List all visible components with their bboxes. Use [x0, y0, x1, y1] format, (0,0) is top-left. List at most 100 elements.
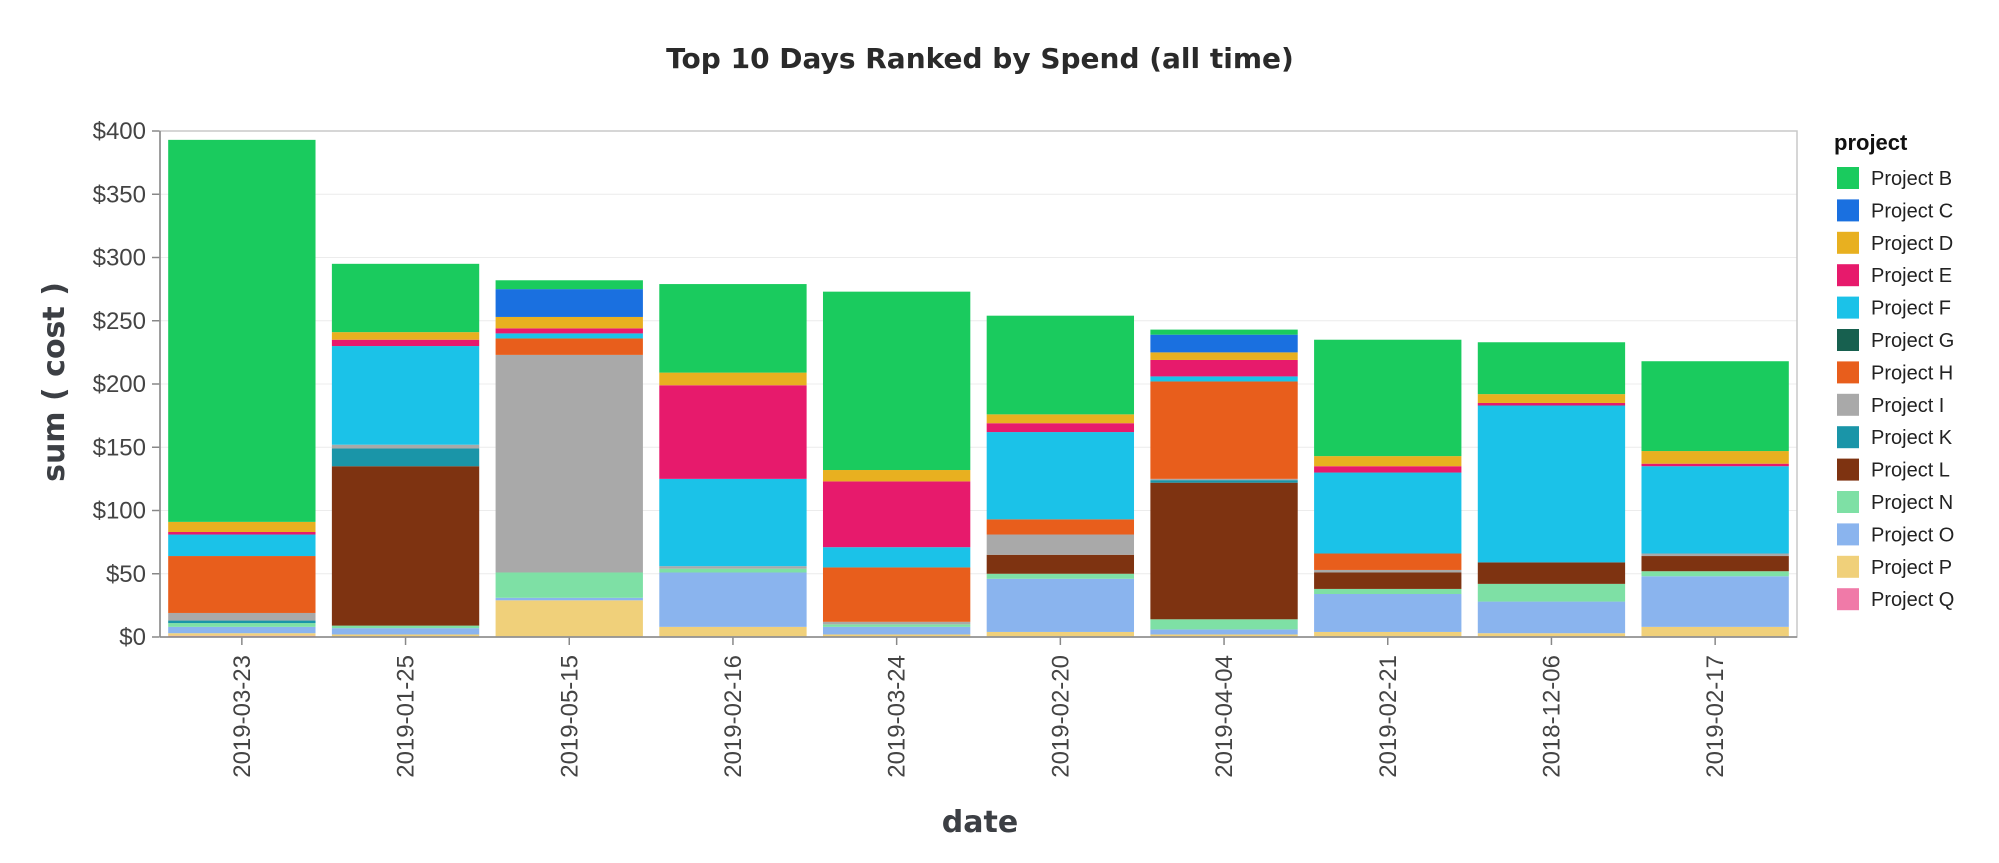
legend-swatch	[1837, 491, 1859, 513]
y-tick-label: $300	[93, 245, 146, 272]
bar-segment	[986, 534, 1135, 555]
bar-segment	[331, 332, 480, 340]
bar-segment	[1314, 572, 1462, 589]
bar-segment	[986, 414, 1135, 424]
legend-swatch	[1837, 523, 1859, 546]
bar-segment	[1477, 633, 1626, 637]
bar-segment	[168, 626, 316, 634]
x-tick-label: 2019-03-24	[884, 655, 911, 778]
bar-segment	[822, 291, 971, 471]
bar-segment	[1641, 626, 1789, 637]
bar-segment	[822, 624, 971, 627]
legend-label: Project D	[1871, 233, 1953, 255]
bar-segment	[1314, 466, 1462, 473]
legend-swatch	[1837, 167, 1859, 189]
legend-swatch	[1837, 426, 1859, 449]
bar-segment	[1150, 334, 1298, 353]
legend-label: Project E	[1871, 265, 1952, 287]
bar-segment	[822, 547, 971, 568]
bar-segment	[495, 572, 643, 598]
bar-segment	[1314, 631, 1462, 637]
bar-segment	[495, 354, 643, 573]
bar-segment	[1477, 405, 1626, 563]
bar-segment	[331, 634, 480, 637]
bar-segment	[1314, 588, 1462, 594]
bar-segment	[1477, 342, 1626, 395]
legend: project Project B Project C Project D Proje…	[1834, 130, 1954, 611]
bar-segment	[1477, 394, 1626, 403]
x-tick-label: 2018-12-06	[1538, 655, 1565, 778]
bar-segment	[659, 568, 807, 573]
bar-segment	[1477, 562, 1626, 584]
legend-label: Project B	[1871, 168, 1952, 190]
y-tick-label: $100	[93, 498, 146, 525]
bar-segment	[331, 466, 480, 626]
bar-segment	[495, 597, 643, 601]
bar-segment	[1314, 553, 1462, 570]
bar-segment	[1641, 571, 1789, 577]
bar-segment	[1477, 402, 1626, 406]
bar-segment	[168, 556, 316, 613]
bar-segment	[986, 519, 1135, 535]
bar-segment	[331, 444, 480, 449]
legend-label: Project N	[1871, 492, 1953, 514]
bar-segment	[822, 470, 971, 482]
bar-segment	[1314, 472, 1462, 554]
bar-segment	[1150, 629, 1298, 635]
bar-segment	[822, 626, 971, 635]
bar-segment	[659, 478, 807, 567]
legend-swatch	[1837, 361, 1859, 384]
bar-segment	[1150, 381, 1298, 479]
legend-label: Project H	[1871, 362, 1953, 384]
x-tick-label: 2019-04-04	[1211, 655, 1238, 778]
bar-segment	[168, 521, 316, 533]
bar-segment	[168, 620, 316, 624]
bar-segment	[1150, 329, 1298, 335]
legend-label: Project O	[1871, 524, 1954, 546]
y-tick-label: $200	[93, 371, 146, 398]
legend-label: Project L	[1871, 460, 1950, 482]
bar-segment	[986, 631, 1135, 637]
x-tick-label: 2019-02-21	[1375, 655, 1402, 778]
bar-segment	[1477, 601, 1626, 634]
legend-swatch	[1837, 393, 1859, 416]
bar-segment	[168, 532, 316, 535]
x-tick-label: 2019-03-23	[229, 655, 256, 778]
x-axis-title: date	[942, 805, 1018, 840]
bar-segment	[1314, 339, 1462, 457]
bar-segment	[822, 634, 971, 637]
bar-segment	[168, 612, 316, 621]
bar-segment	[659, 626, 807, 637]
bar-segment	[1314, 456, 1462, 467]
bar-segment	[168, 534, 316, 557]
legend-swatch	[1837, 199, 1859, 222]
bar-segment	[1314, 593, 1462, 632]
chart-title: Top 10 Days Ranked by Spend (all time)	[666, 42, 1294, 75]
bar-segment	[986, 554, 1135, 574]
legend-label: Project G	[1871, 330, 1954, 352]
bar-segment	[331, 628, 480, 635]
legend-label: Project K	[1871, 427, 1953, 449]
x-tick-label: 2019-02-16	[720, 655, 747, 778]
bar-segment	[495, 338, 643, 355]
bar-segment	[1150, 478, 1298, 481]
bar-segment	[1477, 583, 1626, 602]
legend-label: Project P	[1871, 557, 1952, 579]
bar-segment	[495, 316, 643, 329]
bar-segment	[1150, 482, 1298, 620]
y-tick-label: $150	[93, 434, 146, 461]
bar-segment	[495, 333, 643, 339]
y-tick-label: $350	[93, 181, 146, 208]
legend-swatch	[1837, 588, 1859, 611]
x-tick-label: 2019-02-20	[1047, 655, 1074, 778]
x-tick-label: 2019-02-17	[1702, 655, 1729, 778]
bar-segment	[331, 625, 480, 629]
bar-segment	[986, 578, 1135, 632]
bar-segment	[1150, 352, 1298, 360]
bar-segment	[1641, 553, 1789, 557]
bar-segment	[331, 263, 480, 333]
y-tick-label: $0	[119, 624, 146, 651]
bar-segment	[659, 284, 807, 373]
legend-label: Project I	[1871, 395, 1944, 417]
